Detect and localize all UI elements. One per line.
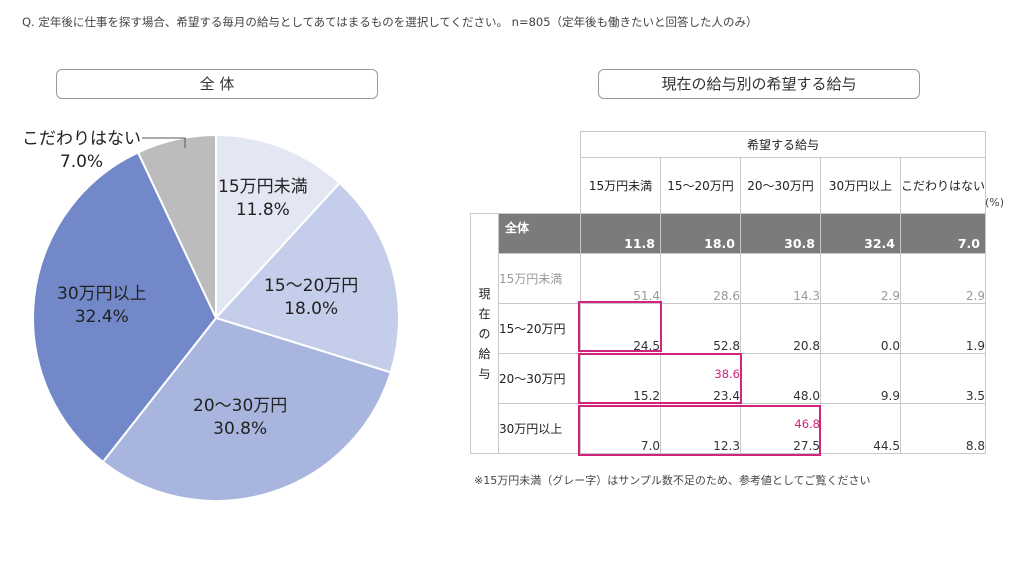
pie-label-under15-value: 11.8% bbox=[235, 200, 290, 220]
pie-label-20to30-value: 30.8% bbox=[213, 419, 268, 439]
pie-slice-under15 bbox=[215, 133, 342, 321]
table-cell-with-note: 46.8 27.5 bbox=[740, 403, 821, 454]
col-header-over30: 30万円以上 bbox=[820, 157, 901, 214]
pie-slice-over30 bbox=[32, 151, 218, 464]
table-cell-with-note: 38.6 23.4 bbox=[660, 353, 741, 404]
table-cell-value: 27.5 bbox=[793, 439, 820, 453]
side-header-char: 給 bbox=[478, 346, 491, 361]
pie-label-20to30-name: 20～30万円 bbox=[193, 396, 288, 416]
table-cell: 0.0 bbox=[820, 303, 901, 354]
table-cell: 7.0 bbox=[899, 213, 987, 254]
table-cell-value: 23.4 bbox=[713, 389, 740, 403]
pie-label-over30-name: 30万円以上 bbox=[57, 284, 147, 304]
table-cell: 32.4 bbox=[820, 213, 901, 254]
highlight-box-15to20 bbox=[578, 301, 662, 352]
highlight-box-over30 bbox=[578, 405, 821, 456]
table-cell: 1.9 bbox=[899, 303, 987, 354]
footnote: ※15万円未満（グレー字）はサンプル数不足のため、参考値としてご覧ください bbox=[474, 474, 871, 487]
row-label-over30: 30万円以上 bbox=[498, 403, 581, 454]
table-cell: 3.5 bbox=[899, 353, 987, 404]
table-cell: 30.8 bbox=[740, 213, 821, 254]
table-cell: 24.5 bbox=[580, 303, 661, 354]
table-cell: 2.9 bbox=[899, 253, 987, 304]
table-cell: 18.0 bbox=[660, 213, 741, 254]
table-cell: 12.3 bbox=[660, 403, 741, 454]
table-cell: 14.3 bbox=[740, 253, 821, 304]
pie-label-20to30: 20～30万円 30.8% bbox=[193, 395, 287, 441]
salary-cross-table: 希望する給与 15万円未満 15～20万円 20～30万円 30万円以上 こだわ… bbox=[470, 131, 987, 454]
table-cell: 51.4 bbox=[580, 253, 661, 304]
current-salary-header: 現 在 の 給 与 bbox=[470, 213, 499, 454]
row-label-15to20: 15～20万円 bbox=[498, 303, 581, 354]
table-cell: 48.0 bbox=[740, 353, 821, 404]
pie-label-no-preference: こだわりはない 7.0% bbox=[22, 128, 141, 174]
table-cell: 15.2 bbox=[580, 353, 661, 404]
pie-label-15to20-name: 15～20万円 bbox=[264, 276, 359, 296]
pie-chart bbox=[32, 133, 400, 503]
pie-label-15to20: 15～20万円 18.0% bbox=[264, 275, 358, 321]
row-label-total: 全体 bbox=[498, 213, 581, 254]
pie-label-over30: 30万円以上 32.4% bbox=[57, 283, 147, 329]
side-header-char: の bbox=[478, 326, 491, 341]
highlight-note: 46.8 bbox=[794, 417, 820, 431]
pie-label-no-preference-name: こだわりはない bbox=[22, 129, 141, 149]
pie-label-no-preference-value: 7.0% bbox=[59, 152, 104, 172]
col-header-20to30: 20～30万円 bbox=[740, 157, 821, 214]
by-salary-panel-title: 現在の給与別の希望する給与 bbox=[598, 69, 920, 99]
pie-slice-20to30 bbox=[101, 316, 392, 503]
side-header-char: 与 bbox=[478, 366, 491, 381]
col-header-15to20: 15～20万円 bbox=[660, 157, 741, 214]
leader-line bbox=[142, 137, 186, 148]
table-cell: 44.5 bbox=[820, 403, 901, 454]
pie-label-under15-name: 15万円未満 bbox=[218, 177, 308, 197]
row-label-20to30: 20～30万円 bbox=[498, 353, 581, 404]
percent-unit: (%) bbox=[985, 196, 1005, 209]
pie-label-15to20-value: 18.0% bbox=[284, 299, 339, 319]
desired-salary-header: 希望する給与 bbox=[579, 131, 987, 158]
table-cell: 52.8 bbox=[660, 303, 741, 354]
overall-panel-title: 全 体 bbox=[56, 69, 378, 99]
pie-slice-15to20 bbox=[214, 181, 400, 374]
col-header-under15: 15万円未満 bbox=[580, 157, 661, 214]
highlight-box-20to30 bbox=[578, 353, 742, 404]
question-text: Q. 定年後に仕事を探す場合、希望する毎月の給与としてあてはまるものを選択してく… bbox=[22, 15, 758, 29]
col-header-no-preference: こだわりはない bbox=[899, 157, 987, 214]
pie-slice-no-preference bbox=[136, 133, 217, 319]
side-header-char: 現 bbox=[478, 286, 491, 301]
pie-label-under15: 15万円未満 11.8% bbox=[218, 176, 308, 222]
table-cell: 7.0 bbox=[580, 403, 661, 454]
highlight-note: 38.6 bbox=[714, 367, 740, 381]
table-cell: 28.6 bbox=[660, 253, 741, 304]
row-label-under15: 15万円未満 bbox=[498, 253, 581, 304]
table-cell: 2.9 bbox=[820, 253, 901, 304]
table-cell: 9.9 bbox=[820, 353, 901, 404]
table-cell: 11.8 bbox=[580, 213, 661, 254]
pie-label-over30-value: 32.4% bbox=[74, 307, 129, 327]
table-cell: 20.8 bbox=[740, 303, 821, 354]
table-cell: 8.8 bbox=[899, 403, 987, 454]
side-header-char: 在 bbox=[478, 306, 491, 321]
